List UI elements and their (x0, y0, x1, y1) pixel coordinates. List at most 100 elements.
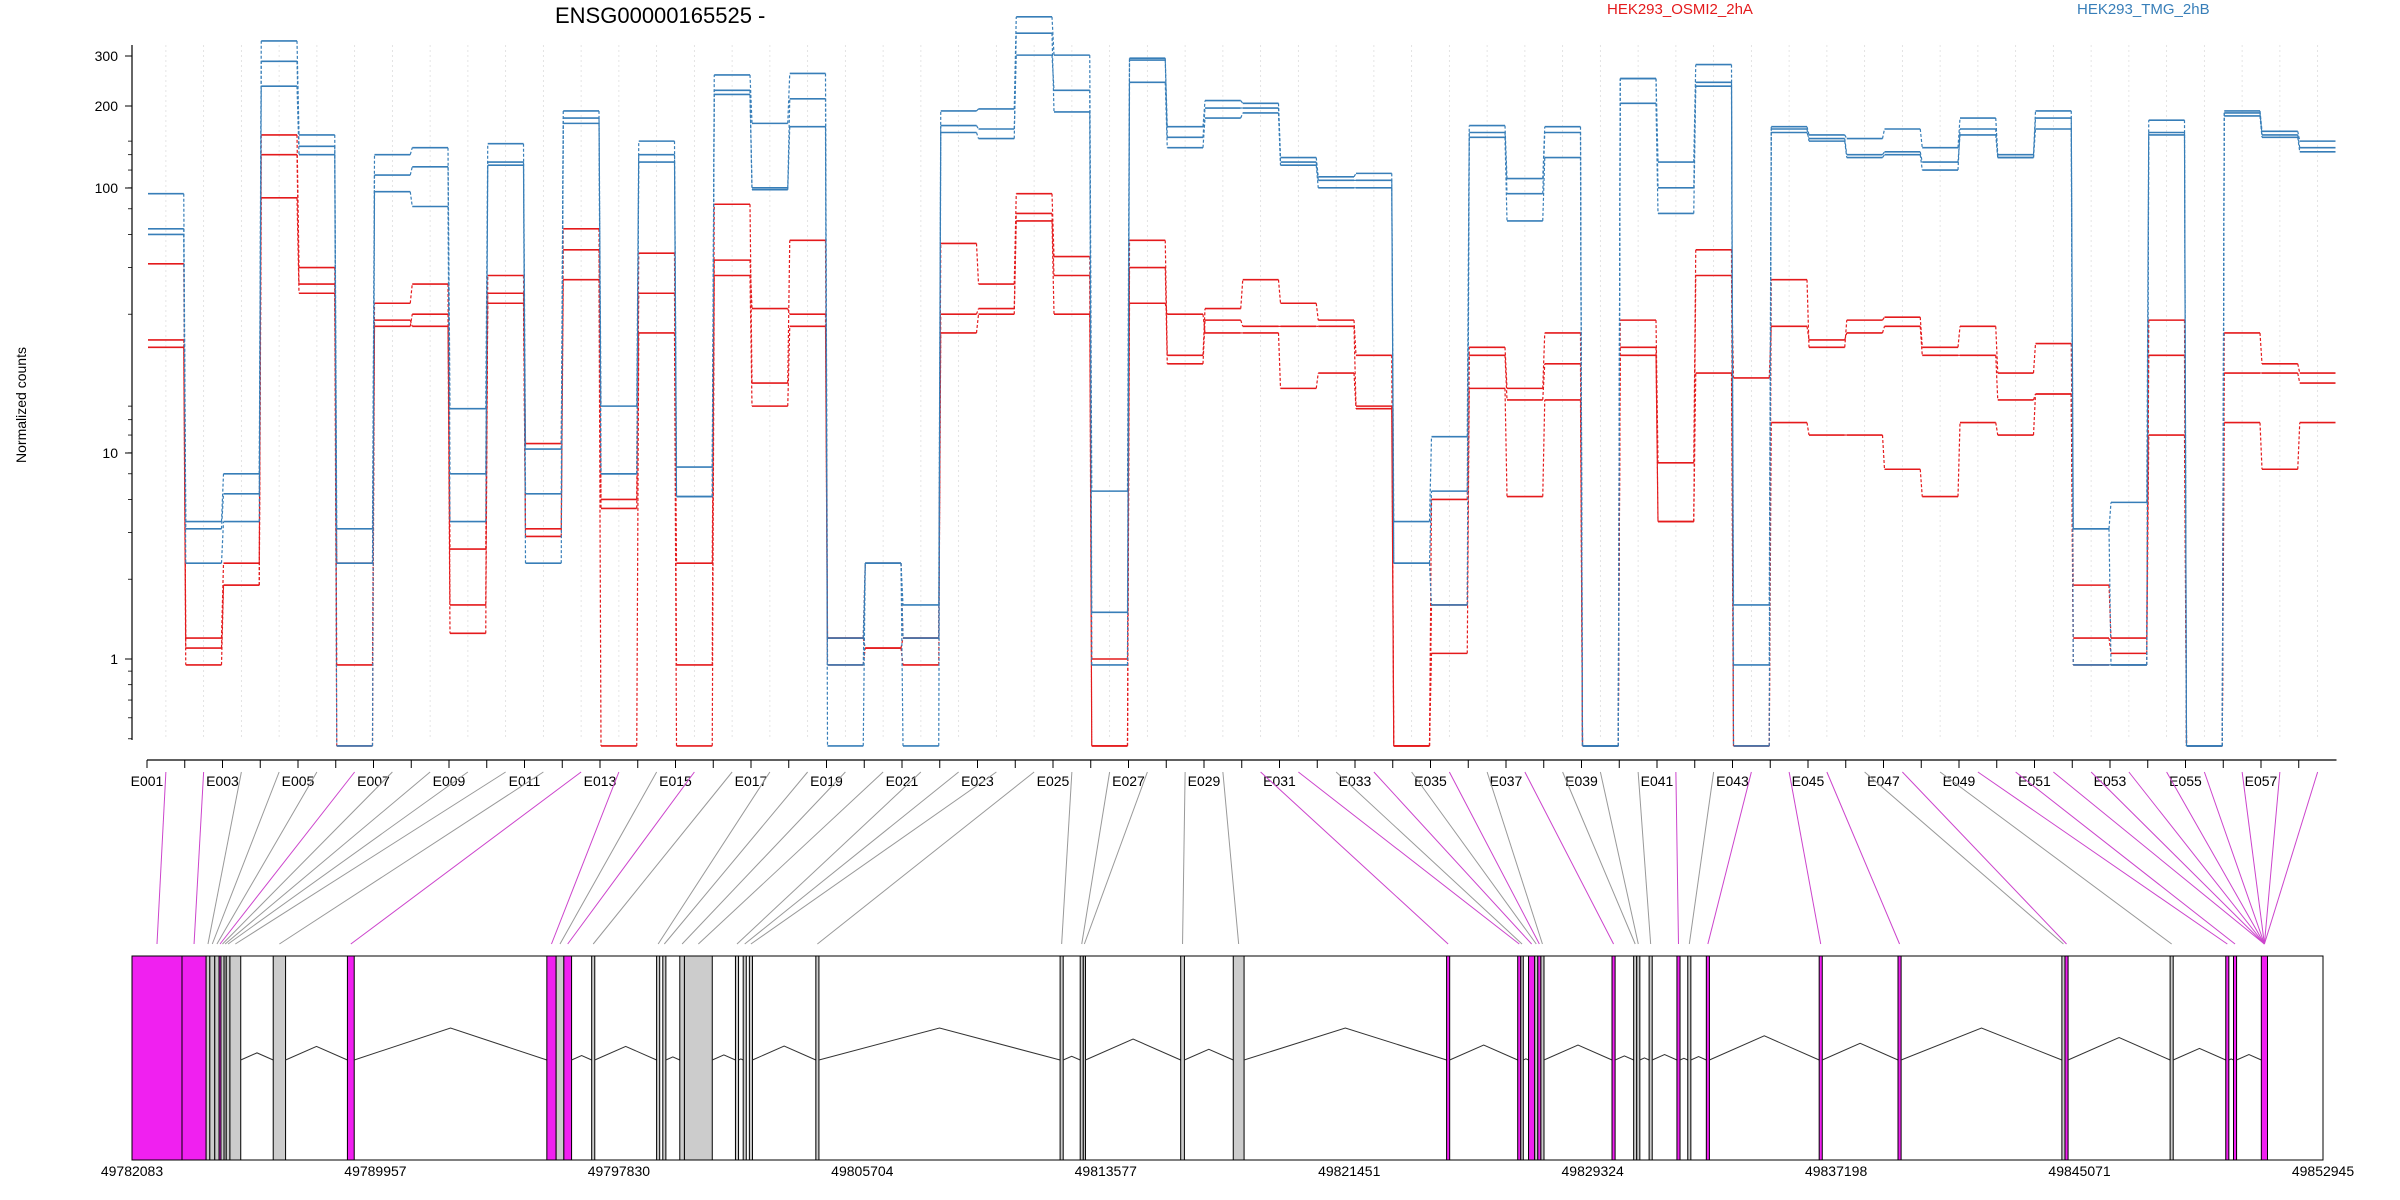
series-4-link (749, 74, 753, 124)
exon-block-e051 (2260, 955, 2269, 1161)
series-6-link (975, 132, 980, 139)
series-5-link (220, 493, 225, 529)
series-5-link (1882, 151, 1885, 156)
exon-block-e039 (1636, 955, 1641, 1161)
series-3-link (2259, 422, 2263, 470)
series-5-link (485, 162, 489, 474)
connector-e003 (207, 771, 242, 945)
exon-block-e041 (1676, 955, 1681, 1161)
connector-e028 (1182, 771, 1186, 945)
exon-block-e001 (131, 955, 183, 1161)
series-3-link (2297, 422, 2301, 470)
exon-block-e048 (2169, 955, 2174, 1161)
series-3-link (1428, 653, 1433, 746)
genomic-tick-label-6: 49821451 (1318, 1163, 1381, 1179)
series-3-link (1995, 422, 1999, 436)
series-6-link (258, 86, 262, 522)
exon-block-e016 (591, 955, 596, 1161)
intron-line (2236, 1054, 2262, 1061)
series-6-link (1957, 128, 1961, 171)
exon-label-e021: E021 (886, 773, 919, 789)
exon-label-e013: E013 (584, 773, 617, 789)
series-6-link (900, 563, 904, 746)
connector-e001 (156, 771, 167, 945)
series-5-link (2183, 132, 2188, 746)
series-4-link (1806, 126, 1810, 136)
connector-e023 (750, 771, 997, 945)
connector-e017 (657, 771, 771, 945)
connector-e055 (2203, 771, 2265, 945)
series-4-link (1428, 436, 1433, 522)
series-6-link (1919, 154, 1923, 171)
series-1-link (1353, 320, 1357, 356)
series-2-link (1504, 355, 1508, 400)
series-1-link (787, 240, 791, 384)
intron-line (354, 1027, 548, 1061)
series-6-link (2146, 134, 2150, 665)
series-6-link (673, 162, 678, 497)
series-2-link (749, 260, 753, 309)
series-6-link (296, 86, 300, 155)
series-3-link (598, 279, 602, 746)
intron-line (1822, 1042, 1899, 1061)
exon-block-e049 (2225, 955, 2230, 1161)
connector-e041 (1675, 771, 1679, 945)
exon-block-e009 (225, 955, 231, 1161)
series-3-link (1806, 422, 1810, 436)
series-1-link (1806, 279, 1810, 348)
series-lines (148, 16, 2336, 747)
series-3-link (2032, 393, 2037, 436)
exon-block-e017 (656, 955, 661, 1161)
exon-label-e001: E001 (131, 773, 164, 789)
connector-e011 (279, 771, 544, 945)
series-6-link (2297, 137, 2301, 152)
connector-e013 (551, 771, 620, 945)
series-3-link (1881, 435, 1886, 470)
connector-e036 (1486, 771, 1543, 945)
y-axis-label: Normalized counts (13, 347, 29, 463)
connector-e030 (1260, 771, 1449, 945)
series-3-link (749, 275, 753, 407)
exon-block-e018 (662, 955, 667, 1161)
exon-label-e005: E005 (282, 773, 315, 789)
connector-e029 (1222, 771, 1240, 945)
series-5-link (1655, 78, 1659, 188)
series-5-link (2297, 134, 2301, 148)
series-3-link (1391, 408, 1395, 746)
intron-line (2067, 1037, 2171, 1061)
connector-e040 (1637, 771, 1652, 945)
series-5-link (1164, 60, 1168, 138)
genomic-tick-label-4: 49805704 (831, 1163, 894, 1179)
series-6-link (2070, 128, 2074, 665)
exon-label-e051: E051 (2018, 773, 2051, 789)
exon-block-e027 (1082, 955, 1086, 1161)
series-4-link (1919, 128, 1923, 148)
intron-line (594, 1045, 657, 1061)
series-5-link (2259, 112, 2263, 135)
exon-label-e015: E015 (659, 773, 692, 789)
series-6-link (1806, 128, 1810, 142)
series-6-link (2221, 115, 2225, 746)
series-6-link (749, 94, 753, 190)
series-1-link (1844, 320, 1848, 348)
exon-label-e019: E019 (810, 773, 843, 789)
series-6-link (1693, 86, 1697, 214)
series-4-link (787, 73, 791, 124)
connector-e053 (2128, 771, 2265, 945)
exon-label-e017: E017 (735, 773, 768, 789)
series-2-link (1240, 319, 1244, 327)
series-6-link (938, 132, 942, 746)
series-2-link (900, 647, 904, 665)
exon-block-e036 (1540, 955, 1545, 1161)
series-3-link (1202, 314, 1206, 333)
series-3-link (1013, 220, 1017, 315)
series-6-link (1315, 165, 1319, 188)
connector-e014 (559, 771, 658, 945)
series-6 (148, 32, 2336, 747)
connector-e042 (1688, 771, 1715, 945)
series-2-link (1202, 320, 1206, 364)
exon-block-e037 (1611, 955, 1616, 1161)
series-2-link (787, 308, 791, 315)
intron-line (1523, 1058, 1529, 1061)
